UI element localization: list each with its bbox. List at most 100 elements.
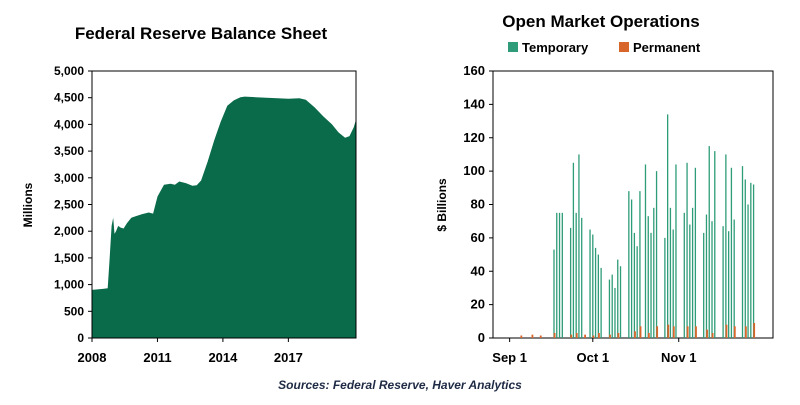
- temporary-bar: [694, 167, 697, 338]
- permanent-bar: [520, 335, 523, 338]
- temporary-bar: [744, 179, 746, 338]
- temporary-bar: [578, 154, 580, 338]
- left-y-tick-label: 1,000: [54, 278, 84, 292]
- temporary-bar: [653, 207, 655, 338]
- right-y-tick-label: 20: [471, 297, 485, 312]
- temporary-bar: [628, 191, 630, 338]
- temporary-bar: [725, 154, 727, 338]
- temporary-bar: [675, 164, 677, 338]
- permanent-bar: [695, 326, 697, 338]
- left-x-tick-label: 2014: [208, 350, 238, 365]
- temporary-bar: [711, 221, 713, 338]
- sources-note: Sources: Federal Reserve, Haver Analytic…: [278, 378, 522, 392]
- temporary-bar: [683, 212, 685, 338]
- temporary-bar: [752, 184, 755, 338]
- left-y-tick-label: 5,000: [54, 64, 84, 78]
- permanent-bar: [706, 329, 708, 338]
- left-y-tick-label: 4,500: [54, 91, 84, 105]
- legend-swatch-temporary: [508, 42, 518, 52]
- temporary-bar: [581, 217, 583, 338]
- temporary-bar: [708, 146, 710, 338]
- permanent-bar: [667, 324, 670, 338]
- temporary-bar: [553, 249, 555, 338]
- right-y-tick-label: 60: [471, 230, 485, 245]
- permanent-bar: [617, 332, 620, 338]
- left-y-tick-label: 3,500: [54, 144, 84, 158]
- right-y-tick-label: 160: [463, 63, 485, 78]
- temporary-bar: [691, 207, 694, 338]
- temporary-bar: [647, 216, 649, 338]
- temporary-bar: [597, 254, 599, 338]
- right-y-tick-label: 100: [463, 163, 485, 178]
- left-y-tick-label: 2,000: [54, 224, 84, 238]
- right-x-tick-label: Nov 1: [661, 350, 696, 365]
- temporary-bar: [741, 166, 744, 338]
- temporary-bar: [572, 162, 575, 338]
- right-y-tick-label: 80: [471, 197, 485, 212]
- temporary-bar: [569, 227, 572, 338]
- left-y-tick-label: 1,500: [54, 251, 84, 265]
- temporary-bar: [636, 246, 638, 338]
- open-market-operations-chart: Open Market Operations $ Billions Tempor…: [435, 12, 774, 365]
- left-x-tick-label: 2008: [78, 350, 107, 365]
- temporary-bar: [630, 199, 633, 338]
- temporary-bar: [556, 212, 558, 338]
- temporary-bar: [558, 212, 561, 338]
- right-y-tick-label: 40: [471, 263, 485, 278]
- temporary-bar: [614, 287, 616, 338]
- permanent-bar: [531, 334, 534, 338]
- temporary-bar: [619, 266, 622, 338]
- balance-sheet-area: [92, 96, 356, 338]
- permanent-bar: [639, 326, 642, 338]
- permanent-bar: [647, 332, 650, 338]
- right-x-tick-label: Oct 1: [577, 350, 610, 365]
- right-y-tick-label: 120: [463, 130, 485, 145]
- permanent-bar: [575, 332, 578, 338]
- permanent-bar: [686, 326, 689, 338]
- temporary-bar: [617, 259, 619, 338]
- right-plot-area: 0 20 40 60 80 100 120 140 160 Sep 1 Oct 1 Nov 1: [463, 63, 774, 365]
- temporary-bar: [600, 267, 602, 338]
- left-y-axis-label: Millions: [21, 182, 35, 227]
- temporary-bar: [589, 229, 591, 338]
- permanent-bar: [634, 331, 636, 338]
- permanent-bar: [672, 326, 675, 338]
- permanent-bar: [584, 334, 586, 338]
- temporary-bar: [747, 204, 749, 338]
- temporary-bar: [689, 224, 691, 338]
- temporary-bar: [639, 191, 641, 338]
- permanent-bar: [744, 326, 747, 338]
- permanent-bar: [592, 335, 595, 338]
- right-y-axis-label: $ Billions: [435, 178, 449, 232]
- temporary-bar: [714, 151, 716, 338]
- temporary-bar: [705, 214, 708, 338]
- temporary-bar: [672, 229, 674, 338]
- temporary-bar: [703, 232, 705, 338]
- permanent-bar: [753, 322, 756, 338]
- right-x-tick-label: Sep 1: [492, 350, 527, 365]
- temporary-bar: [733, 219, 735, 338]
- temporary-bar: [594, 247, 597, 338]
- temporary-bar: [644, 164, 647, 338]
- left-x-tick-label: 2011: [143, 350, 171, 365]
- legend-swatch-permanent: [619, 42, 629, 52]
- temporary-bar: [655, 171, 658, 339]
- left-y-tick-label: 500: [64, 304, 84, 318]
- permanent-bar: [553, 332, 556, 338]
- temporary-bar: [611, 274, 613, 338]
- permanent-bar: [656, 326, 659, 338]
- permanent-bar: [711, 332, 714, 338]
- temporary-bar: [664, 237, 666, 339]
- temporary-bar: [669, 207, 672, 338]
- temporary-bar: [730, 167, 733, 338]
- right-chart-title: Open Market Operations: [502, 12, 699, 31]
- temporary-bar: [667, 114, 669, 338]
- left-chart-title: Federal Reserve Balance Sheet: [75, 24, 328, 43]
- left-x-tick-label: 2017: [274, 350, 303, 365]
- legend-label-temporary: Temporary: [522, 40, 589, 55]
- left-plot-area: 0 500 1,000 1,500 2,000 2,500 3,000 3,500 4,000 4…: [54, 64, 357, 365]
- temporary-bar: [592, 234, 594, 338]
- temporary-bar: [750, 182, 752, 338]
- left-y-tick-label: 0: [77, 331, 84, 345]
- temporary-bar: [650, 232, 652, 338]
